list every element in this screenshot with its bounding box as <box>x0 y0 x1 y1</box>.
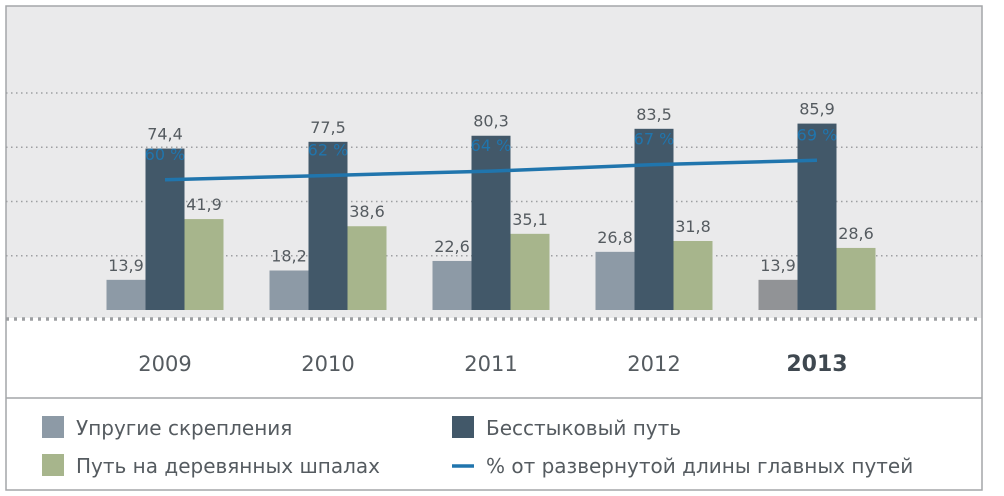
legend-item-jointless-track: Бесстыковый путь <box>452 416 681 440</box>
bar-3-2011 <box>510 233 550 310</box>
legend-swatch <box>42 416 64 438</box>
percent-line <box>164 158 818 182</box>
legend-item-percent-line: % от развернутой длины главных путей <box>452 454 913 478</box>
line-value-label: 60 % <box>145 145 186 164</box>
legend-label: % от развернутой длины главных путей <box>486 454 913 478</box>
bar-value-label: 74,4 <box>147 125 183 144</box>
bar-2-2011 <box>471 135 511 310</box>
bar-value-label: 80,3 <box>473 112 509 131</box>
category-label: 2012 <box>627 352 680 376</box>
bar-value-label: 18,2 <box>271 247 307 266</box>
bar-value-label: 22,6 <box>434 237 470 256</box>
bar-value-label: 38,6 <box>349 202 385 221</box>
bar-value-label: 13,9 <box>108 256 144 275</box>
bar-3-2013 <box>836 247 876 310</box>
bar-3-2010 <box>347 226 387 310</box>
bar-1-2010 <box>269 270 309 310</box>
bar-1-2009 <box>106 279 146 310</box>
legend-label: Бесстыковый путь <box>486 416 681 440</box>
gridlines <box>6 92 982 321</box>
bar-value-label: 35,1 <box>512 210 548 229</box>
legend: Упругие скрепления Бесстыковый путь Путь н… <box>42 416 913 478</box>
line-value-label: 64 % <box>471 136 512 155</box>
bar-1-2013 <box>758 279 798 310</box>
legend-label: Путь на деревянных шпалах <box>76 454 380 478</box>
bar-value-label: 41,9 <box>186 195 222 214</box>
bar-value-label: 83,5 <box>636 105 672 124</box>
category-axis: 2009 2010 2011 2012 2013 <box>138 352 847 377</box>
bar-2-2013 <box>797 123 837 310</box>
legend-item-wooden-sleepers: Путь на деревянных шпалах <box>42 454 380 478</box>
category-label: 2010 <box>301 352 354 376</box>
line-series: 60 % 62 % 64 % 67 % 69 % <box>145 125 838 182</box>
bar-value-label: 26,8 <box>597 228 633 247</box>
bar-2-2012 <box>634 128 674 310</box>
legend-swatch <box>452 416 474 438</box>
bar-value-label: 31,8 <box>675 217 711 236</box>
bar-value-label: 28,6 <box>838 224 874 243</box>
category-label: 2011 <box>464 352 517 376</box>
line-value-label: 67 % <box>634 130 675 149</box>
category-band <box>6 318 982 398</box>
legend-item-elastic-fastenings: Упругие скрепления <box>42 416 292 440</box>
category-label: 2013 <box>786 352 847 377</box>
bar-1-2011 <box>432 260 472 310</box>
line-value-label: 62 % <box>308 140 349 159</box>
legend-label: Упругие скрепления <box>76 416 292 440</box>
bar-labels: 13,9 74,4 41,9 18,2 77,5 38,6 22,6 80,3 35,1 26,8… <box>108 100 874 275</box>
legend-swatch <box>42 454 64 476</box>
bar-3-2009 <box>184 219 224 310</box>
bar-2-2009 <box>145 148 185 310</box>
bar-value-label: 77,5 <box>310 118 346 137</box>
line-value-label: 69 % <box>797 125 838 144</box>
legend-background <box>6 398 982 490</box>
chart-border <box>5 5 983 491</box>
bar-3-2012 <box>673 240 713 310</box>
bar-2-2010 <box>308 141 348 310</box>
bar-value-label: 13,9 <box>760 256 796 275</box>
bar-1-2012 <box>595 251 635 310</box>
bars <box>106 123 876 310</box>
category-label: 2009 <box>138 352 191 376</box>
bar-value-label: 85,9 <box>799 100 835 119</box>
